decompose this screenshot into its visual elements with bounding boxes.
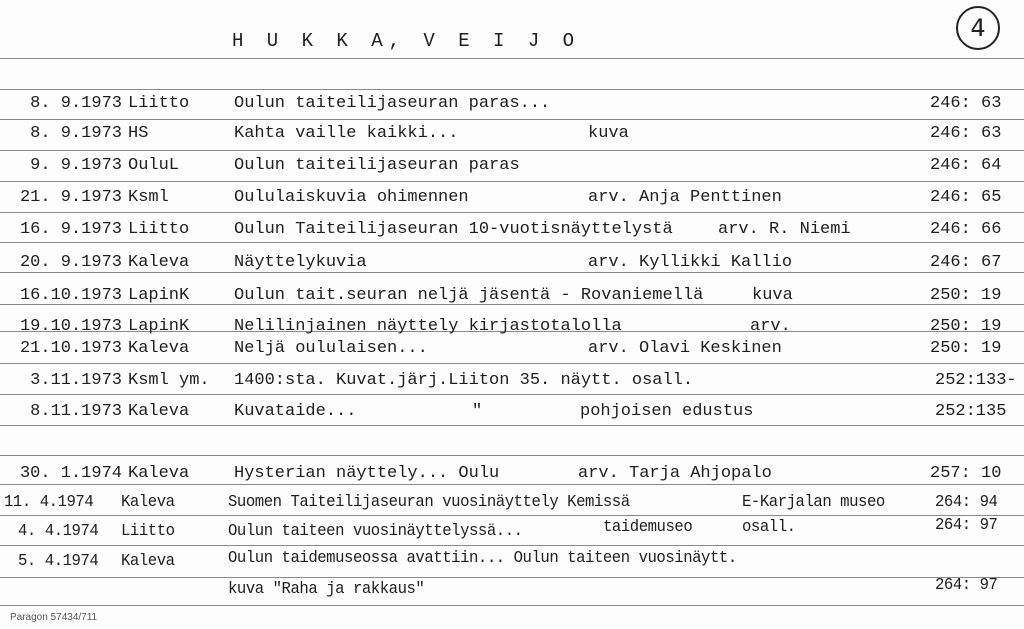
entry-date: 5. 4.1974 [18,552,99,571]
entry-date: 16. 9.1973 [19,220,122,239]
entry-date: 11. 4.1974 [4,493,94,512]
divider [0,577,1024,578]
entry-date: 3.11.1973 [30,371,122,390]
card-number-mark: 4 [956,6,1000,50]
entry-date: 4. 4.1974 [18,522,99,541]
entry-note: kuva [752,286,793,305]
entry-page: 246: 67 [930,253,1002,272]
divider [0,181,1024,182]
entry-source: Kaleva [128,464,190,483]
entry-source: Liitto [128,94,190,113]
entry-note: arv. Kyllikki Kallio [588,253,793,272]
entry-date: 9. 9.1973 [30,156,122,175]
entry-source: Ksml [128,188,169,207]
entry-page: 246: 66 [930,220,1002,239]
entry-source: Kaleva [121,493,175,512]
entry-source: Kaleva [128,402,190,421]
entry-note: osall. [742,518,796,537]
entry-title: Näyttelykuvia [234,253,367,272]
divider [0,484,1024,485]
divider [0,58,1024,59]
entry-title: Oulun taiteen vuosinäyttelyssä... [228,522,523,541]
divider [0,545,1024,546]
divider [0,150,1024,151]
ditto-mark: " [472,402,483,421]
divider [0,605,1024,606]
entry-date: 21. 9.1973 [19,188,122,207]
entry-title: Oulun Taiteilijaseuran 10-vuotisnäyttely… [234,220,673,239]
entry-source: Kaleva [128,339,190,358]
entry-date: 8.11.1973 [30,402,122,421]
entry-page: 246: 65 [930,188,1002,207]
entry-title: 1400:sta. Kuvat.järj.Liiton 35. näytt. o… [234,371,694,390]
entry-note: arv. Tarja Ahjopalo [578,464,772,483]
divider [0,331,1024,332]
divider [0,242,1024,243]
entry-date: 8. 9.1973 [30,94,122,113]
entry-title: Oulun taiteilijaseuran paras... [234,94,551,113]
entry-note: E-Karjalan museo [742,493,885,512]
card-title: H U K K A, V E I J O [232,30,581,52]
entry-source: Kaleva [121,552,175,571]
entry-title: Nelilinjainen näyttely kirjastotalolla [234,317,622,336]
entry-title: Kahta vaille kaikki... [234,124,459,143]
divider [0,363,1024,364]
entry-note: arv. Anja Penttinen [588,188,782,207]
entry-page: 250: 19 [930,317,1002,336]
entry-source: Kaleva [128,253,190,272]
entry-title: Kuvataide... [234,402,357,421]
entry-title: Oulun tait.seuran neljä jäsentä - Rovani… [234,286,704,305]
entry-page: 246: 63 [930,94,1002,113]
entry-source: Liitto [128,220,190,239]
entry-note: arv. Olavi Keskinen [588,339,782,358]
entry-page: 246: 64 [930,156,1002,175]
entry-source: HS [128,124,149,143]
entry-source: LapinK [128,317,190,336]
divider [0,272,1024,273]
entry-note-location: taidemuseo [603,518,693,537]
entry-note: arv. R. Niemi [718,220,851,239]
entry-page: 250: 19 [930,286,1002,305]
entry-source: Ksml ym. [128,371,210,390]
divider [0,425,1024,426]
entry-date: 16.10.1973 [19,286,122,305]
entry-title: Hysterian näyttely... Oulu [234,464,500,483]
entry-date: 21.10.1973 [19,339,122,358]
entry-page: 252:133- [935,371,1017,390]
divider [0,89,1024,90]
divider [0,212,1024,213]
entry-title: Oulun taidemuseossa avattiin... Oulun ta… [228,549,737,568]
entry-date: 8. 9.1973 [30,124,122,143]
entry-date: 30. 1.1974 [19,464,122,483]
entry-page: 257: 10 [930,464,1002,483]
divider [0,455,1024,456]
entry-source: LapinK [128,286,190,305]
entry-page: 264: 97 [935,516,998,535]
entry-title: Oululaiskuvia ohimennen [234,188,469,207]
entry-page: 250: 19 [930,339,1002,358]
divider [0,119,1024,120]
entry-note: arv. [750,317,791,336]
entry-source: OuluL [128,156,180,175]
entry-note: pohjoisen edustus [580,402,754,421]
entry-title: Suomen Taiteilijaseuran vuosinäyttely Ke… [228,493,630,512]
entry-page: 252:135 [935,402,1007,421]
entry-note: kuva [588,124,629,143]
entry-page: 246: 63 [930,124,1002,143]
divider [0,394,1024,395]
entry-title: Oulun taiteilijaseuran paras [234,156,520,175]
entry-title: Neljä oululaisen... [234,339,428,358]
entry-page: 264: 97 [935,576,998,595]
entry-title: kuva "Raha ja rakkaus" [228,580,425,599]
printer-imprint: Paragon 57434/711 [10,612,98,623]
entry-source: Liitto [121,522,175,541]
divider [0,515,1024,516]
entry-date: 19.10.1973 [19,317,122,336]
entry-date: 20. 9.1973 [19,253,122,272]
divider [0,304,1024,305]
entry-page: 264: 94 [935,493,998,512]
